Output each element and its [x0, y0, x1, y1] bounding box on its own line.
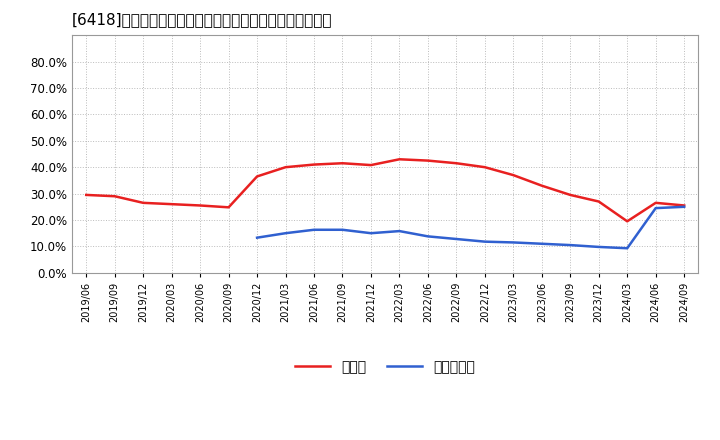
現預金 [139, 200, 148, 205]
有利子負債 [480, 239, 489, 244]
現預金 [82, 192, 91, 198]
現預金 [566, 192, 575, 198]
有利子負債 [338, 227, 347, 232]
有利子負債 [623, 246, 631, 251]
有利子負債 [680, 204, 688, 209]
現預金 [395, 157, 404, 162]
現預金 [110, 194, 119, 199]
現預金 [366, 162, 375, 168]
Text: [6418]　現預金、有利子負債の総資産に対する比率の推移: [6418] 現預金、有利子負債の総資産に対する比率の推移 [72, 12, 333, 27]
現預金 [196, 203, 204, 208]
現預金 [509, 172, 518, 178]
Line: 有利子負債: 有利子負債 [257, 207, 684, 248]
有利子負債 [253, 235, 261, 240]
有利子負債 [452, 236, 461, 242]
現預金 [282, 165, 290, 170]
現預金 [623, 219, 631, 224]
有利子負債 [566, 242, 575, 248]
現預金 [652, 200, 660, 205]
現預金 [680, 203, 688, 208]
現預金 [595, 199, 603, 204]
現預金 [480, 165, 489, 170]
有利子負債 [652, 205, 660, 211]
有利子負債 [310, 227, 318, 232]
現預金 [423, 158, 432, 163]
有利子負債 [509, 240, 518, 245]
有利子負債 [395, 228, 404, 234]
有利子負債 [366, 231, 375, 236]
現預金 [253, 174, 261, 179]
現預金 [452, 161, 461, 166]
現預金 [338, 161, 347, 166]
有利子負債 [423, 234, 432, 239]
有利子負債 [595, 244, 603, 249]
現預金 [537, 183, 546, 188]
Line: 現預金: 現預金 [86, 159, 684, 221]
現預金 [310, 162, 318, 167]
現預金 [225, 205, 233, 210]
有利子負債 [282, 231, 290, 236]
Legend: 現預金, 有利子負債: 現預金, 有利子負債 [290, 355, 480, 380]
有利子負債 [537, 241, 546, 246]
現預金 [167, 202, 176, 207]
